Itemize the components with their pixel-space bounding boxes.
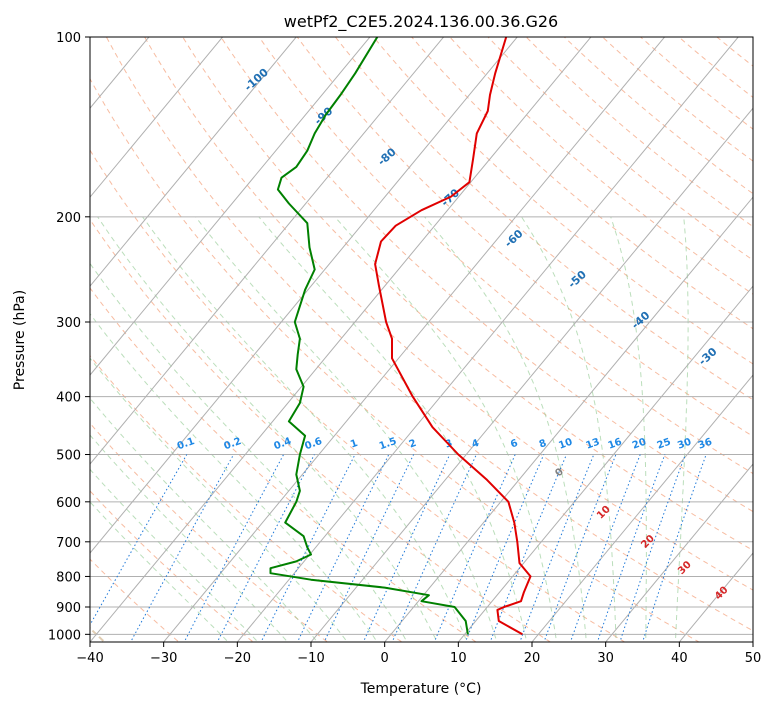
mixing-ratio-label: 36 — [697, 437, 714, 452]
y-tick-label: 400 — [56, 391, 81, 406]
dry-adiabat-line — [90, 354, 403, 642]
mixing-ratio-line — [543, 454, 617, 642]
temperature-line — [374, 37, 532, 636]
x-tick-label: −10 — [297, 651, 324, 666]
x-axis-label: Temperature (°C) — [360, 681, 482, 697]
sounding-series — [269, 37, 532, 636]
mixing-ratio-line — [323, 454, 415, 642]
x-tick-label: 20 — [524, 651, 541, 666]
mixing-ratio-label: 10 — [557, 437, 574, 452]
y-axis-ticks: 100 200 300 400 500 600 700 800 900 1000 — [48, 31, 90, 643]
dry-adiabat-line — [334, 37, 753, 401]
mixing-ratio-label: 6 — [509, 438, 519, 451]
dry-adiabat-line — [90, 77, 700, 642]
y-tick-label: 900 — [56, 601, 81, 616]
moist-adiabat-line — [90, 468, 259, 642]
chart-title: wetPf2_C2E5.2024.136.00.36.G26 — [284, 12, 558, 32]
mixing-ratio-line — [183, 454, 285, 642]
mixing-ratio-line — [619, 454, 686, 642]
dry-adiabat-line — [105, 37, 753, 632]
mixing-ratio-line — [596, 454, 666, 642]
isotherm-line — [605, 463, 753, 642]
isotherms — [90, 37, 753, 642]
dry-adiabats — [90, 37, 753, 642]
x-tick-label: 0 — [381, 651, 389, 666]
mixing-ratio-line — [296, 454, 390, 642]
mixing-ratio-line — [216, 454, 315, 642]
dry-adiabat-line — [449, 37, 753, 295]
mixing-ratio-line — [569, 454, 641, 642]
y-tick-label: 200 — [56, 211, 81, 226]
x-tick-label: 30 — [597, 651, 614, 666]
x-tick-label: −40 — [76, 651, 103, 666]
moist-adiabat-line — [90, 357, 348, 642]
dry-adiabat-line — [144, 37, 753, 591]
mixing-ratio-label: 4 — [470, 438, 480, 451]
mixing-ratio-label: 2 — [408, 438, 418, 451]
x-tick-label: 10 — [450, 651, 467, 666]
y-tick-label: 300 — [56, 316, 81, 331]
moist-adiabat-line — [258, 216, 528, 642]
y-tick-label: 1000 — [48, 628, 81, 643]
mixing-ratio-label: 20 — [631, 437, 648, 452]
isotherm-line — [90, 37, 592, 642]
isotherm-line — [90, 37, 371, 376]
y-tick-label: 700 — [56, 536, 81, 551]
y-tick-label: 800 — [56, 570, 81, 585]
plot-frame — [89, 36, 754, 643]
mixing-ratio-label: 1 — [349, 438, 359, 451]
isotherm-line — [90, 37, 297, 287]
mixing-ratio-lines — [90, 454, 707, 642]
dry-adiabat-line — [90, 490, 254, 642]
moist-adiabat-line — [334, 216, 558, 642]
y-tick-label: 500 — [56, 449, 81, 464]
moist-adiabat-line — [90, 397, 319, 642]
dry-adiabat-line — [182, 37, 753, 551]
mixing-ratio-line — [464, 454, 545, 642]
moist-adiabats — [90, 216, 689, 642]
moist-adiabat-line — [610, 216, 647, 642]
x-tick-label: −20 — [224, 651, 251, 666]
x-tick-label: 50 — [745, 651, 762, 666]
dry-adiabat-line — [372, 37, 753, 365]
mixing-ratio-line — [519, 454, 595, 642]
moist-adiabat-line — [195, 216, 498, 642]
y-axis-label: Pressure (hPa) — [12, 290, 28, 390]
dry-adiabat-line — [90, 287, 477, 642]
isotherm-line — [457, 285, 753, 642]
dry-adiabat-line — [220, 37, 753, 513]
isotherm-line — [90, 37, 518, 554]
mixing-ratio-label: 16 — [607, 437, 624, 452]
x-tick-label: 40 — [671, 651, 688, 666]
plot-area: 0.1 0.2 0.4 0.6 1 1.5 2 3 4 6 8 10 13 16 20 25 30 36-100-… — [90, 37, 753, 642]
dry-adiabat-line — [258, 37, 753, 475]
mixing-ratio-label: 13 — [585, 437, 602, 452]
moist-adiabat-line — [90, 501, 229, 642]
mixing-ratio-line — [642, 454, 707, 642]
x-tick-label: −30 — [150, 651, 177, 666]
moist-adiabat-line — [674, 216, 689, 642]
mixing-ratio-line — [433, 454, 516, 642]
moist-adiabat-line — [142, 216, 468, 642]
mixing-ratio-label: 25 — [656, 437, 673, 452]
isotherm-line — [310, 107, 753, 642]
mixing-ratio-label: 8 — [538, 438, 548, 451]
isotherm-line — [90, 37, 224, 198]
isobars — [90, 37, 753, 635]
isotherm-line — [384, 196, 753, 642]
isotherm-line — [163, 37, 666, 642]
y-tick-label: 600 — [56, 496, 81, 511]
dry-adiabat-line — [90, 558, 180, 642]
y-tick-label: 100 — [56, 31, 81, 46]
moist-adiabat-line — [90, 313, 378, 642]
mixing-ratio-label: 30 — [676, 437, 693, 452]
x-axis-ticks: −40 −30 −20 −10 0 10 20 30 40 50 — [76, 642, 761, 666]
isotherm-line — [90, 37, 445, 465]
mixing-ratio-line — [489, 454, 567, 642]
dewpoint-line — [269, 37, 469, 635]
moist-adiabat-line — [521, 216, 617, 642]
isotherm-line — [531, 374, 753, 642]
